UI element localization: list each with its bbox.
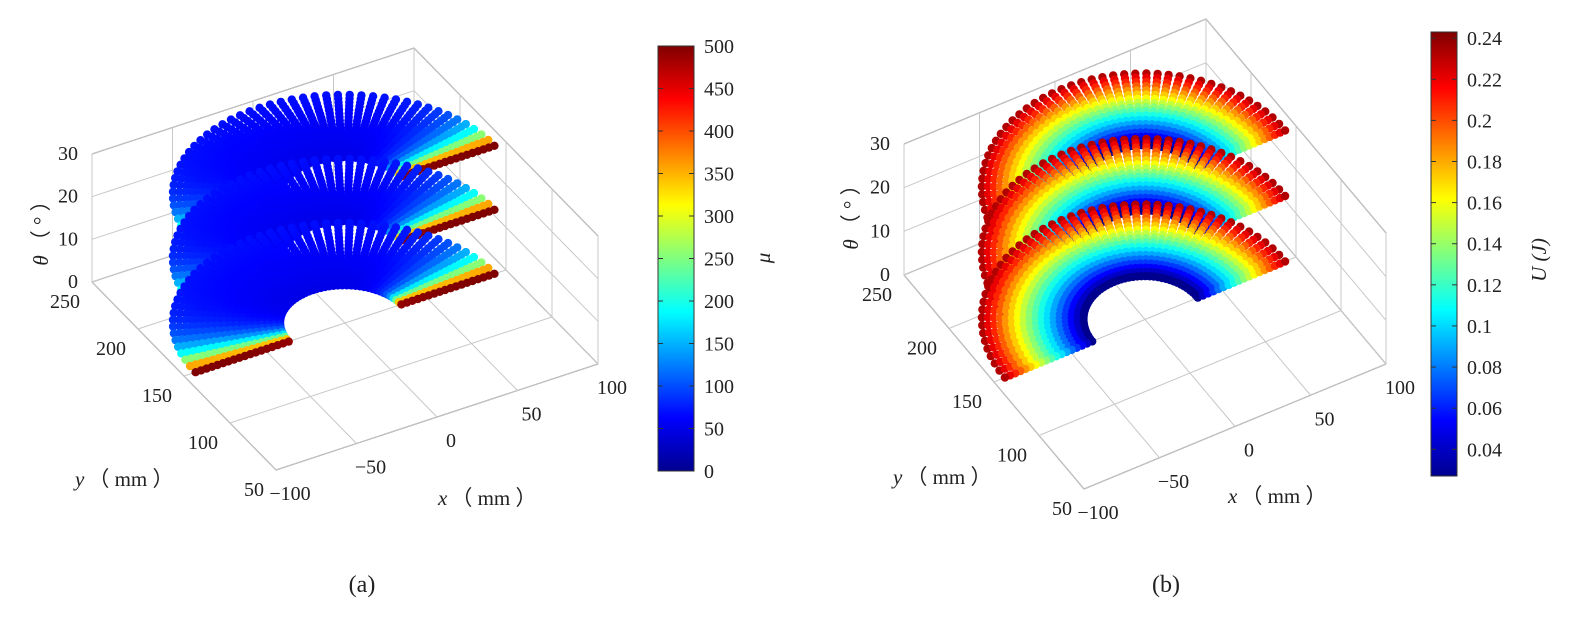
data-point [182, 245, 191, 254]
data-point [182, 200, 191, 209]
data-point [490, 141, 499, 150]
data-point [181, 251, 190, 261]
x-axis-label-a: x （ mm ） [437, 486, 537, 510]
z-label-symbol-a: θ [29, 255, 53, 265]
colorbar-tick-label: 0 [704, 461, 714, 483]
data-point [1280, 191, 1290, 201]
data-point [169, 244, 178, 254]
data-point [168, 194, 178, 203]
x-tick-label: 0 [446, 430, 456, 452]
z-tick-label: 30 [58, 143, 78, 165]
data-point [171, 207, 180, 217]
data-point [168, 187, 178, 196]
data-point [175, 245, 185, 254]
colorbar-tick-label: 200 [704, 291, 734, 313]
data-point [173, 214, 183, 223]
z-label-unit-a: （ ° ） [29, 190, 53, 251]
data-point [169, 201, 179, 210]
grid-line [275, 363, 599, 471]
data-point [188, 181, 197, 191]
data-point [169, 180, 178, 190]
data-point [194, 188, 203, 197]
data-point [173, 167, 182, 176]
y-label-unit-a: （ mm ） [88, 467, 173, 491]
y-axis-label-a: y （ mm ） [73, 467, 174, 491]
colorbar-tick-label: 150 [704, 334, 734, 356]
data-point [490, 269, 499, 278]
colorbar-tick-label: 300 [704, 206, 734, 228]
data-point [175, 187, 184, 196]
panel-caption-a: (a) [349, 572, 376, 598]
data-point [490, 205, 499, 214]
colorbar-tick-label: 400 [704, 121, 734, 143]
data-point [188, 245, 197, 255]
data-point [183, 175, 192, 184]
colorbar-tick-label: 100 [704, 376, 734, 398]
z-tick-label: 10 [58, 228, 78, 250]
z-tick-label: 20 [58, 186, 78, 208]
data-point [171, 237, 180, 247]
x-tick-label: −50 [355, 457, 386, 479]
y-tick-label: 50 [244, 479, 264, 501]
data-point [177, 174, 186, 183]
colorbar-tick-label: 500 [704, 36, 734, 58]
data-points-b [977, 69, 1290, 382]
data-point [187, 193, 197, 203]
data-point [177, 207, 186, 216]
data-point [187, 187, 197, 197]
data-point [176, 200, 185, 210]
z-tick-label: 0 [68, 271, 78, 293]
x-label-symbol-a: x [437, 486, 448, 510]
data-point [181, 187, 190, 197]
data-point [171, 173, 180, 183]
grid-line [1083, 363, 1387, 490]
y-tick-label: 250 [50, 291, 80, 313]
y-tick-label: 150 [142, 385, 172, 407]
data-point [175, 194, 184, 203]
x-tick-label: −100 [269, 483, 310, 505]
data-point [173, 231, 182, 240]
data-point [175, 181, 185, 190]
colorbar-label-a: μ [751, 253, 775, 265]
data-point [183, 239, 192, 248]
data-point [175, 251, 184, 260]
data-point [179, 168, 188, 177]
data-point [182, 181, 191, 190]
data-points-a [168, 90, 499, 377]
data-point [1280, 126, 1290, 135]
x-tick-label: 100 [597, 377, 627, 399]
grid-line [91, 47, 415, 155]
grid-line [413, 47, 599, 237]
data-point [168, 251, 178, 260]
x-label-unit-a: （ mm ） [451, 486, 536, 510]
y-label-symbol-a: y [73, 467, 85, 491]
x-tick-label: 50 [522, 404, 542, 426]
colorbar-tick-label: 350 [704, 164, 734, 186]
colorbar-tick-label: 50 [704, 419, 724, 441]
grid-line [229, 316, 553, 424]
y-tick-label: 200 [96, 338, 126, 360]
colorbar-a [657, 45, 695, 472]
data-point [179, 232, 188, 241]
colorbar-tick-label: 250 [704, 249, 734, 271]
data-point [191, 368, 200, 377]
data-point [181, 194, 190, 203]
y-tick-label: 100 [188, 432, 218, 454]
colorbar-tick-label: 450 [704, 79, 734, 101]
data-point [177, 238, 186, 247]
z-axis-label-a: θ （ ° ） [29, 190, 53, 265]
